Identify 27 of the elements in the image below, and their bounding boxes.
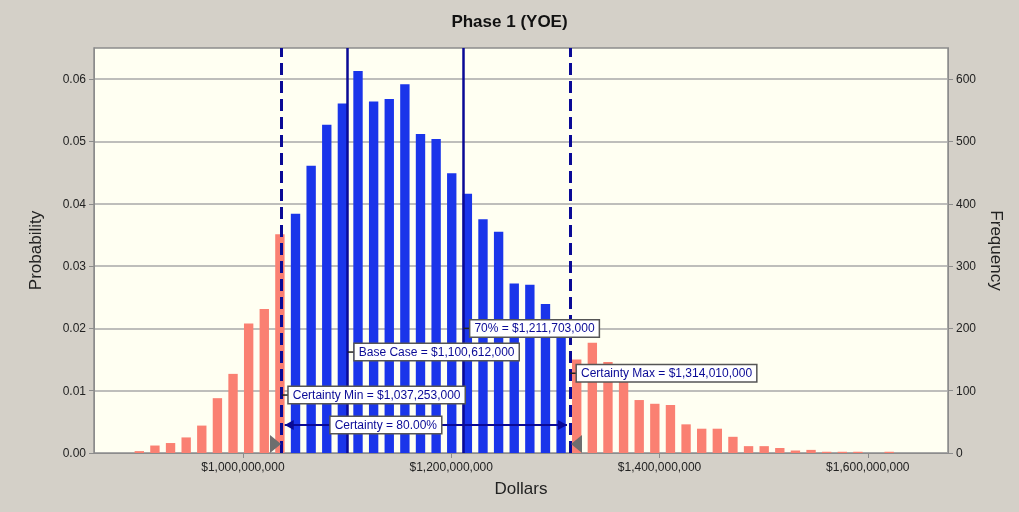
y2-tick-label: 0 — [956, 446, 963, 460]
y2-tick-label: 300 — [956, 259, 977, 274]
y-tick-label: 0.03 — [62, 259, 87, 274]
ref-line-label: Base Case = $1,100,612,000 — [358, 345, 515, 360]
y2-tick-label: 600 — [956, 72, 977, 87]
annotation: Certainty = 80.00% — [334, 417, 438, 432]
x-tick-label: $1,600,000,000 — [826, 460, 910, 474]
chart-title: Phase 1 (YOE) — [451, 12, 568, 31]
y-tick-label: 0.06 — [62, 72, 87, 87]
y2-tick-label: 100 — [956, 383, 977, 398]
y2-tick-label: 400 — [956, 196, 977, 211]
y-tick-label: 0.02 — [62, 321, 87, 336]
y-tick-label: 0.04 — [62, 196, 87, 211]
ref-line-label: Certainty Max = $1,314,010,000 — [580, 366, 753, 381]
y2-axis-title: Frequency — [987, 210, 1006, 292]
ref-line-label: 70% = $1,211,703,000 — [474, 321, 595, 336]
x-axis-title: Dollars — [494, 479, 548, 498]
y2-tick-label: 500 — [956, 134, 977, 149]
x-tick-label: $1,200,000,000 — [409, 460, 494, 474]
y-tick-label: 0.00 — [62, 446, 87, 460]
y2-tick-label: 200 — [956, 321, 977, 336]
x-tick-label: $1,400,000,000 — [617, 460, 702, 474]
y-axis-title: Probability — [26, 210, 45, 291]
y-tick-label: 0.05 — [62, 134, 87, 149]
ref-line-label: Certainty Min = $1,037,253,000 — [292, 388, 461, 403]
x-tick-label: $1,000,000,000 — [201, 460, 285, 474]
y-tick-label: 0.01 — [62, 383, 87, 398]
